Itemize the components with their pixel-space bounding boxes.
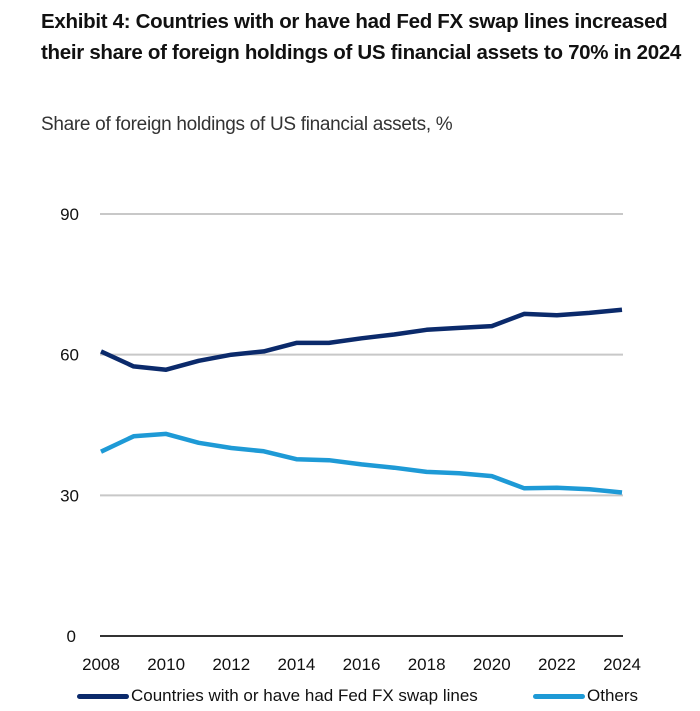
legend-item-swap-lines: Countries with or have had Fed FX swap l… [77,683,478,709]
y-tick-label-30: 30 [60,486,79,505]
legend: Countries with or have had Fed FX swap l… [0,683,700,711]
x-tick-label-2022: 2022 [538,655,576,674]
x-tick-label-2012: 2012 [212,655,250,674]
y-tick-label-0: 0 [67,627,76,646]
x-tick-label-2018: 2018 [408,655,446,674]
x-tick-label-2008: 2008 [82,655,120,674]
x-axis-ticks: 2008 2010 2012 2014 2016 2018 2020 2022 2024 [82,655,641,674]
y-axis-ticks: 0 30 60 90 [60,205,79,646]
y-tick-label-90: 90 [60,205,79,224]
chart-subtitle: Share of foreign holdings of US financia… [41,114,453,135]
y-tick-label-60: 60 [60,346,79,365]
chart-title: Exhibit 4: Countries with or have had Fe… [41,10,682,64]
legend-label-swap-lines: Countries with or have had Fed FX swap l… [131,686,478,705]
legend-item-others: Others [533,683,638,709]
x-tick-label-2010: 2010 [147,655,185,674]
series-lines [100,307,623,495]
x-tick-label-2024: 2024 [603,655,641,674]
series-line-swap-lines [100,307,623,372]
x-tick-label-2020: 2020 [473,655,511,674]
legend-swatch-swap-lines [77,693,129,699]
legend-label-others: Others [587,686,639,705]
gridlines [100,213,623,637]
x-tick-label-2014: 2014 [277,655,315,674]
legend-swatch-others [533,693,585,699]
series-line-others [100,431,623,495]
x-tick-label-2016: 2016 [343,655,381,674]
